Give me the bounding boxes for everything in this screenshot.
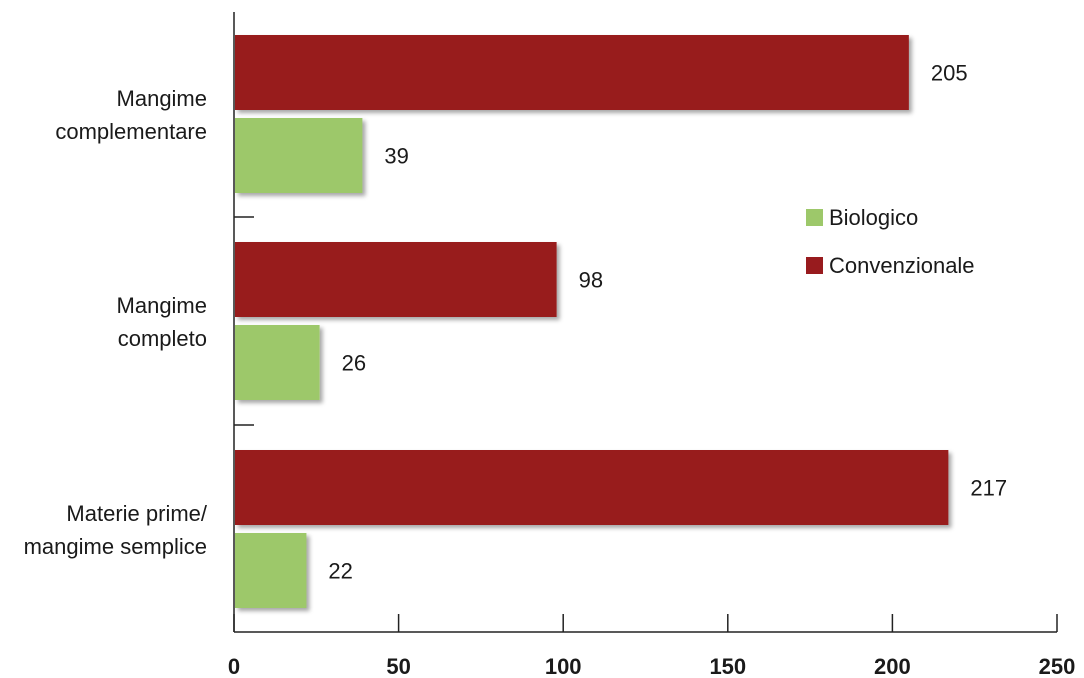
value-label-biologico-0: 39: [384, 144, 408, 169]
category-label-2: Materie prime/mangime semplice: [24, 501, 208, 559]
bar-convenzionale-0: [235, 35, 909, 110]
x-tick-label-4: 200: [874, 654, 911, 678]
category-label-0: Mangime complementare: [55, 86, 207, 144]
value-label-convenzionale-0: 205: [931, 61, 968, 86]
bars-group: [235, 35, 949, 608]
legend: Biologico Convenzionale: [806, 205, 975, 278]
value-label-biologico-2: 22: [328, 559, 352, 584]
value-labels-group: 205 39 98 26 217 22: [328, 61, 1007, 584]
bar-biologico-1: [235, 325, 320, 400]
bar-convenzionale-2: [235, 450, 949, 525]
value-label-convenzionale-2: 217: [970, 476, 1007, 501]
category-labels-group: Mangime complementare Mangime completo Mater…: [24, 86, 208, 559]
x-tick-label-3: 150: [709, 654, 746, 678]
x-tick-label-2: 100: [545, 654, 582, 678]
legend-swatch-convenzionale: [806, 257, 823, 274]
bar-convenzionale-1: [235, 242, 557, 317]
axes-group: 0 50 100 150 200 250: [228, 12, 1075, 678]
x-tick-label-1: 50: [386, 654, 410, 678]
legend-label-convenzionale: Convenzionale: [829, 253, 975, 278]
x-tick-label-5: 250: [1039, 654, 1076, 678]
legend-label-biologico: Biologico: [829, 205, 918, 230]
x-tick-label-0: 0: [228, 654, 240, 678]
bar-biologico-0: [235, 118, 363, 193]
bar-biologico-2: [235, 533, 307, 608]
value-label-biologico-1: 26: [342, 351, 366, 376]
category-label-1: Mangime completo: [117, 293, 207, 351]
value-label-convenzionale-1: 98: [579, 268, 603, 293]
legend-swatch-biologico: [806, 209, 823, 226]
